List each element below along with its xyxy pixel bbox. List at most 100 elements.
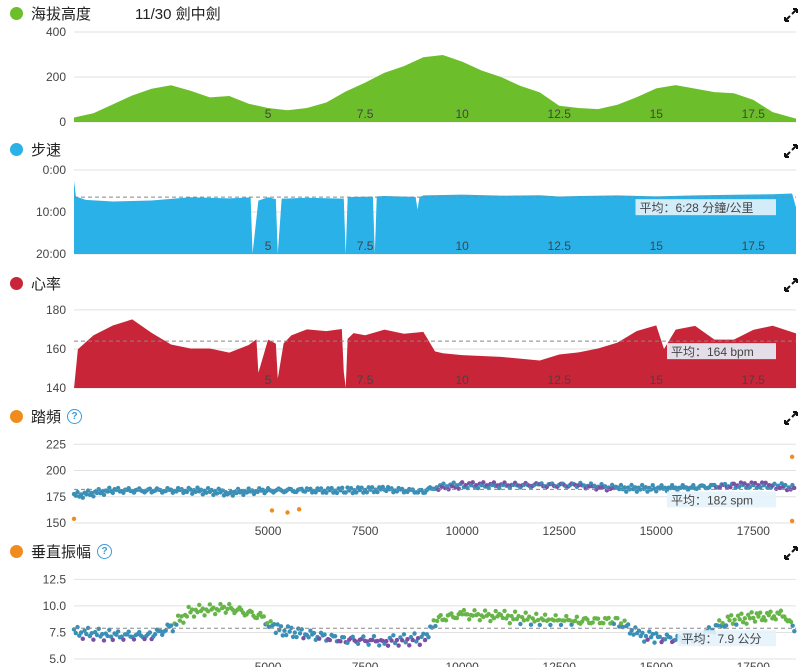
data-point <box>792 629 797 634</box>
data-point <box>527 614 532 619</box>
data-point <box>763 618 768 623</box>
x-tick-label: 10000 <box>445 660 479 667</box>
data-point <box>369 485 375 490</box>
data-point <box>475 611 481 617</box>
data-point <box>260 487 265 493</box>
data-point <box>82 628 87 633</box>
data-point <box>405 636 410 642</box>
expand-icon[interactable] <box>784 8 798 22</box>
data-point <box>562 618 567 623</box>
data-point <box>443 618 449 623</box>
x-tick-label: 17.5 <box>742 107 766 121</box>
data-point <box>273 630 279 636</box>
expand-icon[interactable] <box>784 411 798 425</box>
data-point <box>459 480 465 485</box>
data-point <box>211 492 216 498</box>
data-point <box>465 612 470 617</box>
help-icon[interactable]: ? <box>67 408 83 424</box>
outlier-point <box>789 454 795 460</box>
data-point <box>200 606 206 611</box>
data-point <box>371 634 377 639</box>
data-point <box>190 491 195 496</box>
data-point <box>590 620 595 625</box>
x-tick-label: 12.5 <box>548 239 572 253</box>
data-point <box>742 481 747 486</box>
data-point <box>184 489 190 495</box>
y-tick-label: 180 <box>46 303 66 317</box>
average-label-bg <box>677 630 776 647</box>
data-point <box>751 615 756 621</box>
data-point <box>659 483 664 488</box>
data-point <box>454 483 460 488</box>
data-point <box>592 483 597 489</box>
data-point <box>297 631 303 636</box>
data-point <box>730 621 736 626</box>
data-point <box>216 608 221 613</box>
expand-icon[interactable] <box>784 144 798 158</box>
data-point <box>516 613 521 619</box>
data-point <box>631 632 636 637</box>
data-point <box>500 615 505 621</box>
y-tick-label: 150 <box>46 516 66 530</box>
data-point <box>461 607 467 613</box>
data-point <box>449 611 454 616</box>
data-point <box>265 621 270 626</box>
data-point <box>632 485 638 490</box>
average-label-bg <box>667 491 776 508</box>
expand-icon[interactable] <box>784 546 798 560</box>
data-point <box>491 616 497 621</box>
data-point <box>277 627 282 633</box>
data-point <box>350 634 355 640</box>
data-point <box>306 635 311 640</box>
help-icon[interactable]: ? <box>97 543 113 559</box>
data-point <box>773 617 778 622</box>
data-point <box>673 637 678 642</box>
expand-icon[interactable] <box>784 278 798 292</box>
data-point <box>290 634 296 640</box>
data-point <box>654 631 659 636</box>
data-point <box>431 618 436 623</box>
data-point <box>715 623 720 628</box>
data-point <box>211 605 216 610</box>
y-tick-label: 140 <box>46 381 66 395</box>
data-point <box>572 618 578 624</box>
data-point <box>377 643 382 648</box>
data-point <box>204 490 209 495</box>
average-label: 平均：6:28 分鐘/公里 <box>640 200 754 215</box>
data-point <box>364 639 370 644</box>
data-point <box>355 641 361 646</box>
cadence-title: 踏頻 <box>31 408 62 426</box>
data-point <box>532 619 537 624</box>
data-point <box>537 622 543 628</box>
data-point <box>746 612 751 618</box>
data-point <box>638 487 643 492</box>
x-tick-label: 5 <box>265 107 272 121</box>
data-point <box>662 637 668 642</box>
x-tick-label: 10 <box>455 107 469 121</box>
data-point <box>73 630 78 636</box>
data-point <box>756 614 761 619</box>
data-point <box>175 613 181 618</box>
data-point <box>727 618 732 623</box>
data-point <box>744 621 749 626</box>
average-label: 平均：7.9 公分 <box>682 632 762 646</box>
y-tick-label: 10:00 <box>36 205 66 219</box>
data-point <box>170 629 176 634</box>
pace-area <box>74 180 796 255</box>
data-point <box>553 613 558 618</box>
cadence-dot-icon <box>10 409 23 423</box>
cadence-chart: 150 175 200 225 平均：182 spm 5000 7500 10000 12500… <box>46 437 797 535</box>
data-point <box>384 638 389 644</box>
data-point <box>567 618 573 623</box>
x-tick-label: 17.5 <box>742 239 766 253</box>
x-tick-label: 7.5 <box>357 107 374 121</box>
data-point <box>193 489 198 494</box>
data-point <box>271 622 277 627</box>
data-point <box>308 628 313 633</box>
data-point <box>634 489 640 494</box>
data-point <box>647 629 652 634</box>
data-point <box>477 618 483 623</box>
data-point <box>115 629 121 634</box>
data-point <box>652 640 657 645</box>
data-point <box>639 482 645 488</box>
